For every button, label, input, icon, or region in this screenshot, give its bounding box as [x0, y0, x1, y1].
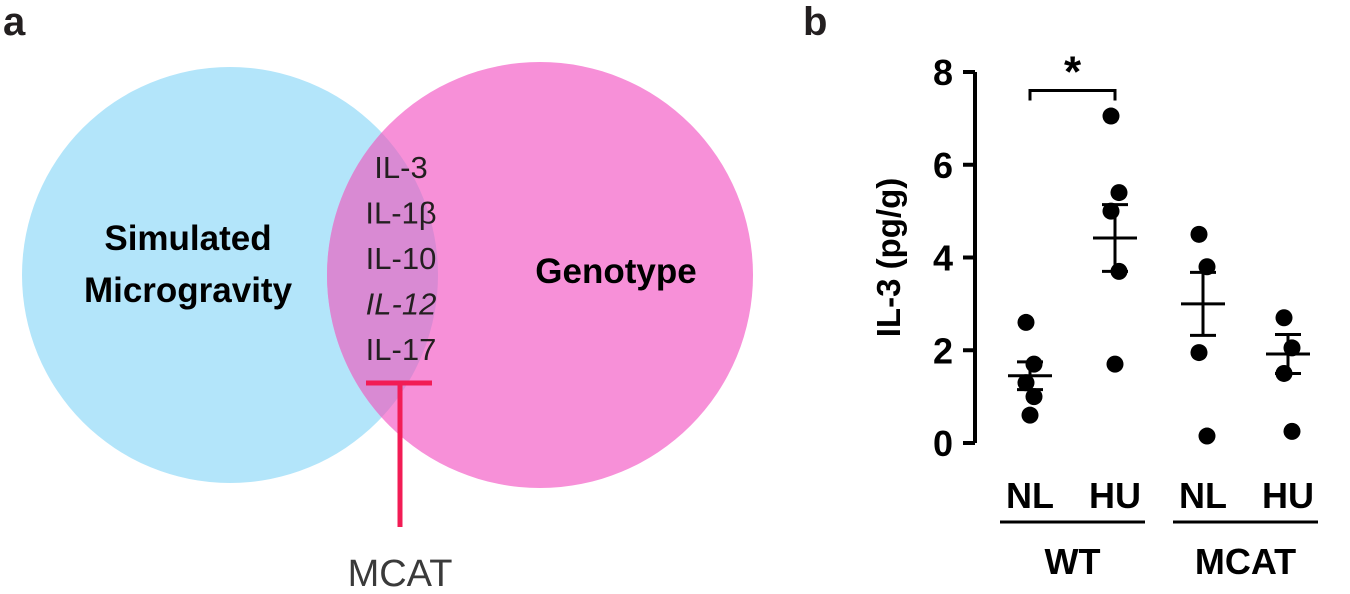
data-point — [1025, 388, 1043, 406]
left-circle-label-line2: Microgravity — [84, 271, 293, 310]
data-point — [1017, 313, 1035, 331]
overlap-item-3: IL-10 — [366, 241, 437, 276]
genotype-circle — [327, 62, 753, 488]
overlap-list: IL-3 IL-1β IL-10 IL-12 IL-17 — [365, 150, 436, 367]
data-point — [1110, 184, 1128, 202]
y-axis: 0 2 4 6 8 — [933, 52, 977, 464]
venn-diagram: Simulated Microgravity Genotype IL-3 IL-1… — [22, 62, 753, 594]
simulated-microgravity-circle — [22, 67, 438, 483]
data-points — [1017, 107, 1301, 445]
x-category-label: HU — [1262, 475, 1314, 516]
panel-letter-a: a — [3, 0, 26, 44]
y-tick-label: 2 — [933, 330, 953, 371]
overlap-item-2: IL-1β — [365, 196, 436, 231]
data-point — [1275, 309, 1293, 327]
data-point — [1190, 225, 1208, 243]
group-label: MCAT — [1195, 541, 1296, 582]
y-tick-label: 8 — [933, 52, 953, 93]
data-point — [1102, 107, 1120, 125]
overlap-item-5: IL-17 — [366, 332, 437, 367]
mean-sem-bars — [1008, 203, 1310, 392]
il3-dot-plot: 0 2 4 6 8 IL-3 (pg/g) * NL HU NL HU WT MCAT — [870, 48, 1318, 582]
x-category-label: NL — [1006, 475, 1054, 516]
left-circle-label-line1: Simulated — [104, 219, 271, 258]
significance-bracket-line — [1028, 89, 1117, 101]
overlap-item-1: IL-3 — [374, 150, 427, 185]
significance-star: * — [1064, 48, 1082, 97]
data-point — [1283, 422, 1301, 440]
data-point — [1190, 344, 1208, 362]
group-labels: WT MCAT — [1000, 520, 1318, 582]
data-point — [1021, 406, 1039, 424]
x-category-label: NL — [1179, 475, 1227, 516]
x-category-labels: NL HU NL HU — [1006, 475, 1314, 516]
overlap-region — [326, 132, 438, 418]
y-tick-label: 4 — [933, 238, 953, 279]
right-circle-label: Genotype — [535, 252, 696, 291]
overlap-item-4: IL-12 — [366, 287, 437, 322]
group-label: WT — [1045, 541, 1101, 582]
x-category-label: HU — [1089, 475, 1141, 516]
y-axis-label: IL-3 (pg/g) — [870, 178, 907, 337]
y-tick-label: 6 — [933, 145, 953, 186]
y-tick-label: 0 — [933, 423, 953, 464]
data-point — [1198, 427, 1216, 445]
data-point — [1106, 355, 1124, 373]
inhibitor-label: MCAT — [348, 553, 453, 594]
data-point — [1025, 355, 1043, 373]
panel-letter-b: b — [803, 0, 828, 44]
significance-bracket: * — [1028, 48, 1117, 101]
